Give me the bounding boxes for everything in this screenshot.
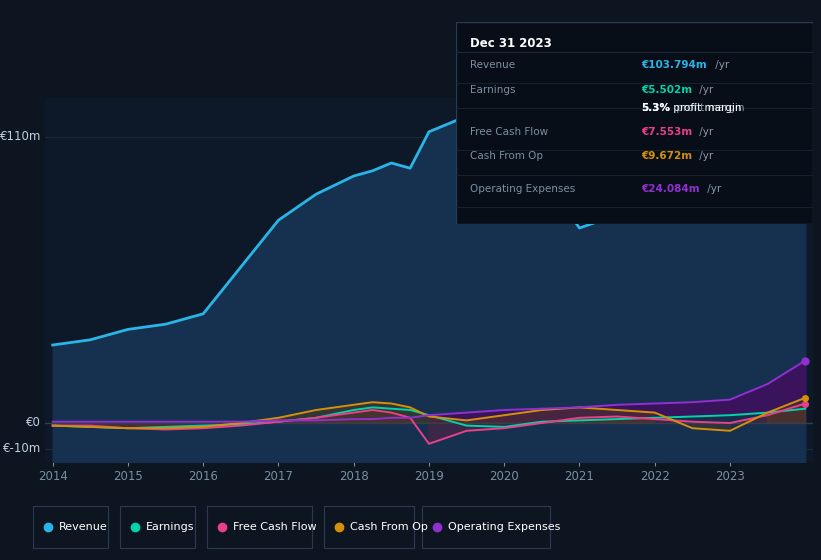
Bar [120, 506, 195, 548]
Bar [33, 506, 108, 548]
Text: /yr: /yr [696, 85, 713, 95]
Text: /yr: /yr [696, 127, 713, 137]
Text: Cash From Op: Cash From Op [470, 151, 543, 161]
Text: €103.794m: €103.794m [641, 60, 707, 70]
Text: Revenue: Revenue [59, 522, 108, 531]
Text: profit margin: profit margin [670, 103, 741, 113]
Text: Free Cash Flow: Free Cash Flow [470, 127, 548, 137]
Text: €-10m: €-10m [3, 442, 41, 455]
Text: Earnings: Earnings [146, 522, 195, 531]
Text: /yr: /yr [712, 60, 729, 70]
Text: 5.3%: 5.3% [641, 103, 671, 113]
Bar [207, 506, 312, 548]
Text: Earnings: Earnings [470, 85, 516, 95]
Text: /yr: /yr [696, 151, 713, 161]
Bar [422, 506, 550, 548]
Text: €9.672m: €9.672m [641, 151, 692, 161]
Bar [323, 506, 415, 548]
Text: 5.3%: 5.3% [641, 103, 671, 113]
Text: €0: €0 [26, 417, 41, 430]
Text: /yr: /yr [704, 184, 722, 194]
Text: €24.084m: €24.084m [641, 184, 700, 194]
Text: profit margin: profit margin [672, 103, 745, 113]
Text: Dec 31 2023: Dec 31 2023 [470, 36, 552, 49]
Text: Operating Expenses: Operating Expenses [470, 184, 576, 194]
Text: €110m: €110m [0, 130, 41, 143]
Text: €7.553m: €7.553m [641, 127, 693, 137]
Text: Free Cash Flow: Free Cash Flow [233, 522, 317, 531]
Text: Operating Expenses: Operating Expenses [448, 522, 561, 531]
Text: €5.502m: €5.502m [641, 85, 692, 95]
Text: Cash From Op: Cash From Op [350, 522, 428, 531]
Text: Revenue: Revenue [470, 60, 515, 70]
